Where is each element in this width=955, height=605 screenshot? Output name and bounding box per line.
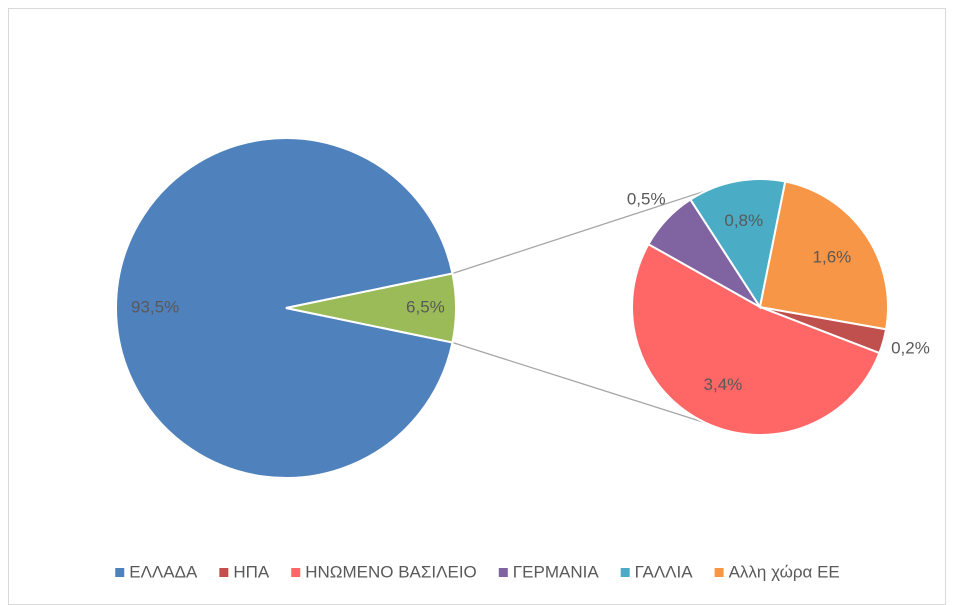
legend-label: ΗΝΩΜΕΝΟ ΒΑΣΙΛΕΙΟ [305, 562, 477, 581]
legend-label: ΕΛΛΑΔΑ [129, 562, 198, 581]
legend-swatch [291, 568, 301, 577]
legend-swatch [620, 568, 630, 577]
data-label: 3,4% [704, 375, 743, 394]
data-label: 6,5% [406, 297, 445, 316]
data-label: 0,5% [627, 190, 666, 209]
pie-slice [285, 272, 457, 344]
legend-swatch [714, 568, 724, 577]
data-label: 0,2% [891, 338, 930, 357]
connector-line [452, 341, 707, 424]
pie-slice [115, 137, 454, 479]
legend-label: ΓΕΡΜΑΝΙΑ [513, 562, 600, 581]
data-label: 1,6% [813, 247, 852, 266]
legend-label: Αλλη χώρα ΕΕ [729, 562, 840, 581]
pie-slice [631, 242, 881, 436]
legend-label: ΗΠΑ [233, 562, 270, 581]
legend-swatch [219, 568, 229, 577]
pie-slice [689, 178, 787, 310]
legend-swatch [115, 568, 125, 577]
data-label: 0,8% [724, 211, 763, 230]
data-label: 93,5% [131, 297, 179, 316]
legend-swatch [498, 568, 508, 577]
connector-line [452, 189, 709, 275]
legend-label: ΓΑΛΛΙΑ [635, 562, 694, 581]
pie-slice [758, 180, 889, 331]
